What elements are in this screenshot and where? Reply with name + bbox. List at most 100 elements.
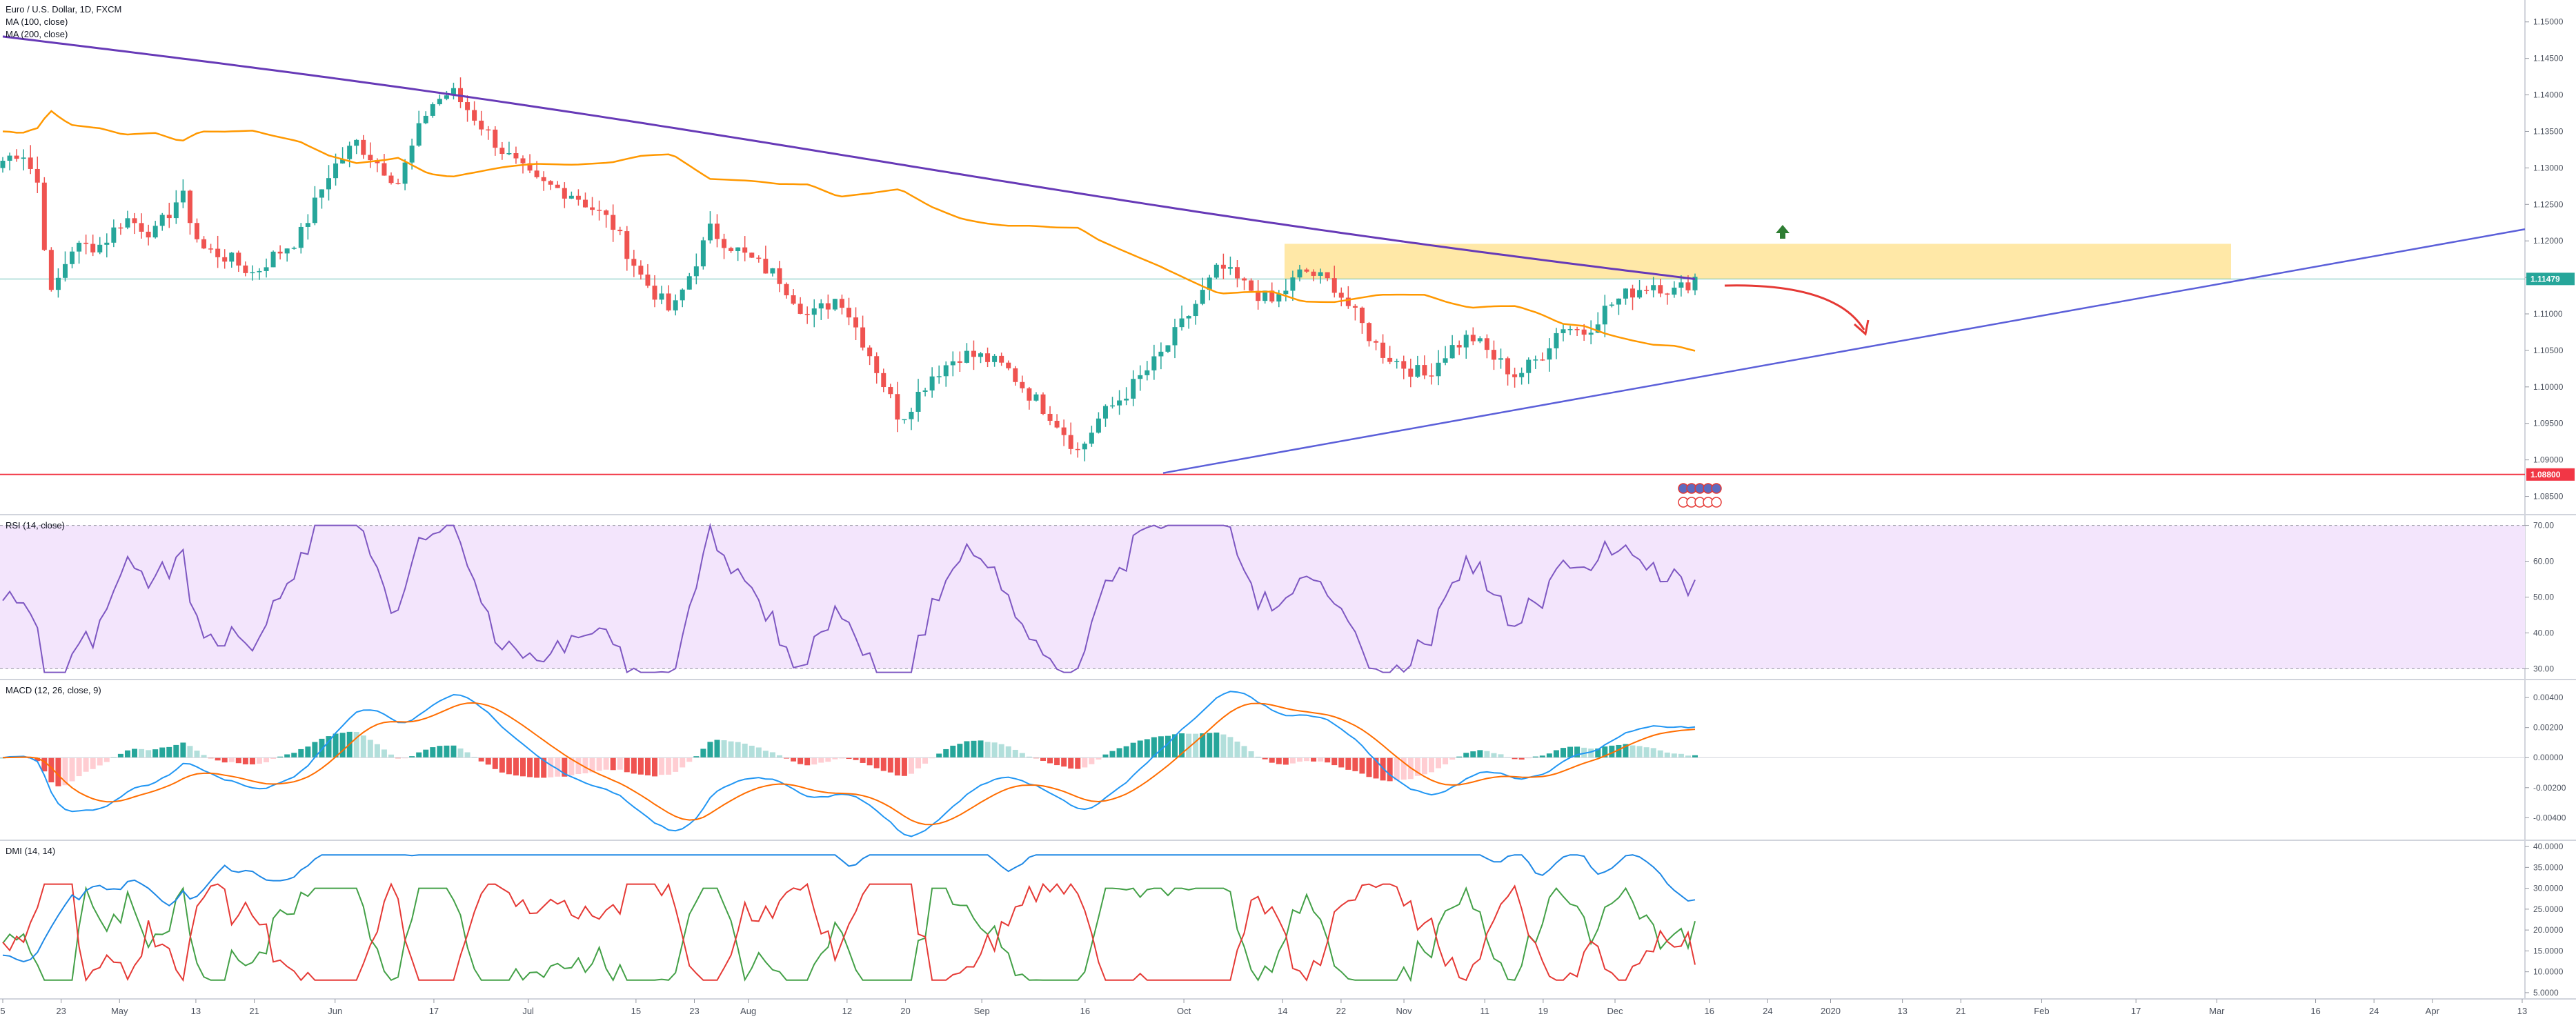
- macd-hist-bar: [312, 742, 318, 758]
- macd-hist-bar: [1082, 757, 1088, 768]
- candle-body: [964, 350, 969, 363]
- candle-body: [922, 390, 928, 392]
- candle: [686, 272, 692, 290]
- candle-body: [645, 274, 651, 286]
- macd-hist-bar: [1005, 746, 1011, 758]
- macd-hist-bar: [1075, 757, 1081, 769]
- candle: [1623, 288, 1628, 305]
- macd-hist-bar: [388, 754, 394, 758]
- candle-body: [1179, 318, 1185, 328]
- candle: [985, 347, 991, 368]
- macd-hist-bar: [249, 757, 255, 765]
- event-icon: [1711, 497, 1722, 508]
- macd-hist-bar: [1089, 757, 1095, 764]
- macd-hist-bar: [1449, 757, 1456, 760]
- candle-body: [992, 355, 998, 362]
- rsi-line: [2, 522, 1696, 674]
- candle: [1512, 367, 1518, 388]
- candle: [1227, 256, 1233, 275]
- macd-hist-bar: [762, 751, 769, 758]
- rsi-title[interactable]: RSI (14, close): [6, 520, 65, 531]
- candle: [444, 90, 449, 101]
- candle: [1470, 327, 1476, 346]
- candle: [1027, 386, 1032, 410]
- macd-hist-bar: [964, 741, 970, 758]
- candle: [1595, 312, 1601, 333]
- legend-ma100[interactable]: MA (100, close): [6, 17, 68, 27]
- legend-ma200[interactable]: MA (200, close): [6, 29, 68, 39]
- candle: [1415, 355, 1420, 378]
- support-price-tag: [2526, 468, 2575, 481]
- macd-hist-bar: [1546, 753, 1552, 758]
- candle-body: [264, 267, 269, 271]
- macd-hist-bar: [548, 757, 554, 777]
- rising-trendline[interactable]: [1162, 228, 2526, 474]
- candle-body: [1359, 307, 1365, 324]
- dmi-title[interactable]: DMI (14, 14): [6, 846, 55, 856]
- time-tick-label: 21: [249, 1006, 259, 1016]
- price-tick-label: 1.13500: [2533, 126, 2564, 136]
- candle-body: [1102, 406, 1108, 419]
- candle: [1477, 336, 1483, 344]
- candle-body: [1227, 267, 1233, 269]
- candle-body: [28, 157, 33, 169]
- candle-body: [1449, 345, 1455, 359]
- macd-hist-bar: [1428, 757, 1434, 773]
- macd-hist-bar: [1574, 746, 1581, 758]
- candle-body: [1456, 345, 1462, 348]
- candle-body: [118, 227, 123, 229]
- time-axis[interactable]: 5 23 May 13 21 Jun 17 Jul 15 23 Aug 12 20 Sep 16 Oct 14 2…: [0, 999, 2527, 1016]
- candle: [777, 261, 782, 293]
- candle-body: [208, 248, 214, 250]
- candle-body: [638, 266, 644, 275]
- candle: [1179, 305, 1185, 331]
- candle-body: [936, 376, 942, 377]
- candle: [645, 264, 651, 288]
- candle-body: [1609, 304, 1614, 306]
- candle-body: [874, 356, 880, 373]
- main-title[interactable]: Euro / U.S. Dollar, 1D, FXCM: [6, 4, 121, 14]
- macd-hist-bar: [1186, 733, 1192, 758]
- candle: [555, 181, 560, 188]
- macd-hist-bar: [1400, 757, 1407, 780]
- macd-hist-bar: [1248, 751, 1254, 758]
- candle-body: [236, 252, 241, 266]
- candle-body: [1651, 285, 1656, 290]
- candle-body: [347, 146, 353, 159]
- macd-hist-bar: [1200, 733, 1206, 758]
- candle: [7, 152, 12, 170]
- macd-hist-bar: [1685, 755, 1691, 758]
- candle: [1463, 330, 1469, 359]
- candle: [846, 297, 851, 326]
- macd-hist-bar: [1387, 757, 1393, 782]
- candle-body: [1269, 290, 1275, 302]
- macd-title[interactable]: MACD (12, 26, close, 9): [6, 685, 101, 695]
- candle: [707, 211, 713, 244]
- candle: [832, 298, 838, 312]
- candle: [430, 102, 435, 118]
- candle-body: [1692, 277, 1698, 290]
- candle: [756, 255, 762, 263]
- dmi-tick-label: 35.0000: [2533, 862, 2564, 872]
- candle-body: [915, 391, 921, 412]
- macd-hist-bar: [264, 757, 270, 762]
- candle-body: [1075, 448, 1080, 450]
- macd-hist-bar: [1144, 739, 1150, 758]
- macd-hist-bar: [755, 747, 762, 758]
- candle: [0, 157, 6, 173]
- candle: [208, 244, 214, 254]
- macd-hist-bar: [1227, 737, 1233, 758]
- drawing-annotations[interactable]: [1724, 225, 1870, 336]
- candle-body: [83, 242, 89, 244]
- macd-hist-bar: [423, 749, 429, 758]
- candle-body: [340, 159, 346, 163]
- resistance-zone[interactable]: [1285, 244, 2231, 279]
- economic-event-icons[interactable]: [1678, 483, 1722, 508]
- candle-body: [1491, 350, 1496, 360]
- macd-hist-bar: [1623, 744, 1629, 758]
- candle: [1408, 358, 1414, 388]
- candle: [1200, 277, 1205, 306]
- macd-hist-bar: [1463, 753, 1469, 758]
- candle-body: [1637, 290, 1643, 298]
